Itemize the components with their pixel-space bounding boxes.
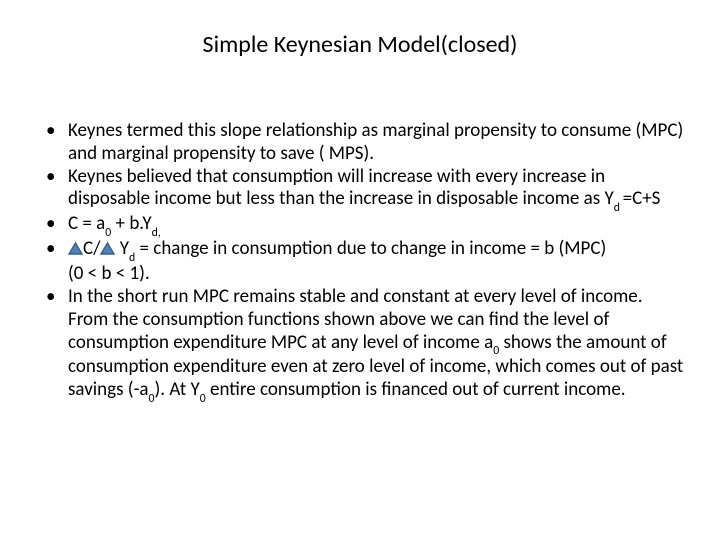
- bullet-5-sub-0b: 0: [149, 392, 155, 406]
- bullet-3-text-mid: + b.Y: [111, 212, 151, 235]
- bullet-item-2: Keynes believed that consumption will in…: [36, 166, 684, 214]
- bullet-4-y: Y: [115, 237, 129, 260]
- slide-content: Keynes termed this slope relationship as…: [36, 120, 684, 404]
- bullet-2-text-pre: Keynes believed that consumption will in…: [68, 165, 614, 211]
- delta-triangle-icon: [68, 242, 83, 255]
- bullet-item-4: C/ Yd = change in consumption due to cha…: [36, 238, 684, 286]
- bullet-3-text-pre: C = a: [68, 212, 105, 235]
- bullet-item-3: C = a0 + b.Yd,: [36, 213, 684, 238]
- slide: Simple Keynesian Model(closed) Keynes te…: [0, 0, 720, 540]
- bullet-list: Keynes termed this slope relationship as…: [36, 120, 684, 404]
- bullet-2-text-post: =C+S: [623, 187, 661, 210]
- bullet-5-text-post: entire consumption is financed out of cu…: [206, 378, 626, 401]
- bullet-5-text-mid2: ). At Y: [154, 378, 199, 401]
- bullet-1-text: Keynes termed this slope relationship as…: [68, 119, 683, 165]
- bullet-4-post: = change in consumption due to change in…: [135, 237, 606, 260]
- slide-title: Simple Keynesian Model(closed): [0, 30, 720, 59]
- bullet-5-sub-0c: 0: [200, 392, 206, 406]
- bullet-4-c: C/: [83, 237, 100, 260]
- bullet-item-1: Keynes termed this slope relationship as…: [36, 120, 684, 166]
- bullet-item-5: In the short run MPC remains stable and …: [36, 286, 684, 404]
- delta-triangle-icon: [100, 242, 115, 255]
- bullet-4-sub-d: d: [129, 251, 135, 265]
- bullet-5-sub-0a: 0: [493, 344, 499, 358]
- bullet-4-line2: (0 < b < 1).: [36, 263, 684, 286]
